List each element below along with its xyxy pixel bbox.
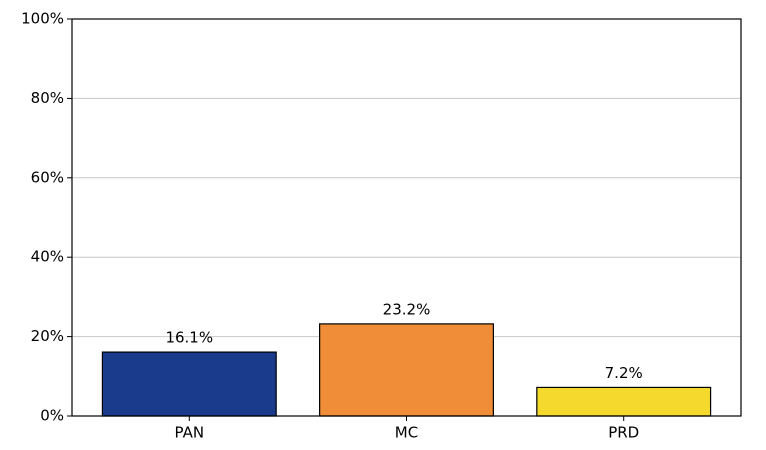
plot-frame [71, 18, 742, 417]
x-tick-label: PRD [608, 424, 639, 442]
x-tick-label: PAN [175, 424, 205, 442]
value-label: 23.2% [383, 300, 431, 318]
y-tick-label: 20% [31, 327, 64, 345]
bar [536, 386, 712, 417]
x-tick-label: MC [395, 424, 418, 442]
plot-layer: 0% 20% 40% 60% 80% 100% PAN 16.1% MC 23.2% PRD 7.2% [21, 10, 741, 442]
y-tick-label: 0% [40, 407, 64, 425]
bar [101, 351, 277, 417]
y-tick-label: 40% [31, 248, 64, 266]
bar [319, 323, 494, 417]
value-label: 16.1% [165, 329, 213, 347]
value-label: 7.2% [605, 364, 643, 382]
y-tick-label: 60% [31, 168, 64, 186]
y-tick-label: 80% [31, 89, 64, 107]
y-tick-label: 100% [21, 10, 64, 28]
